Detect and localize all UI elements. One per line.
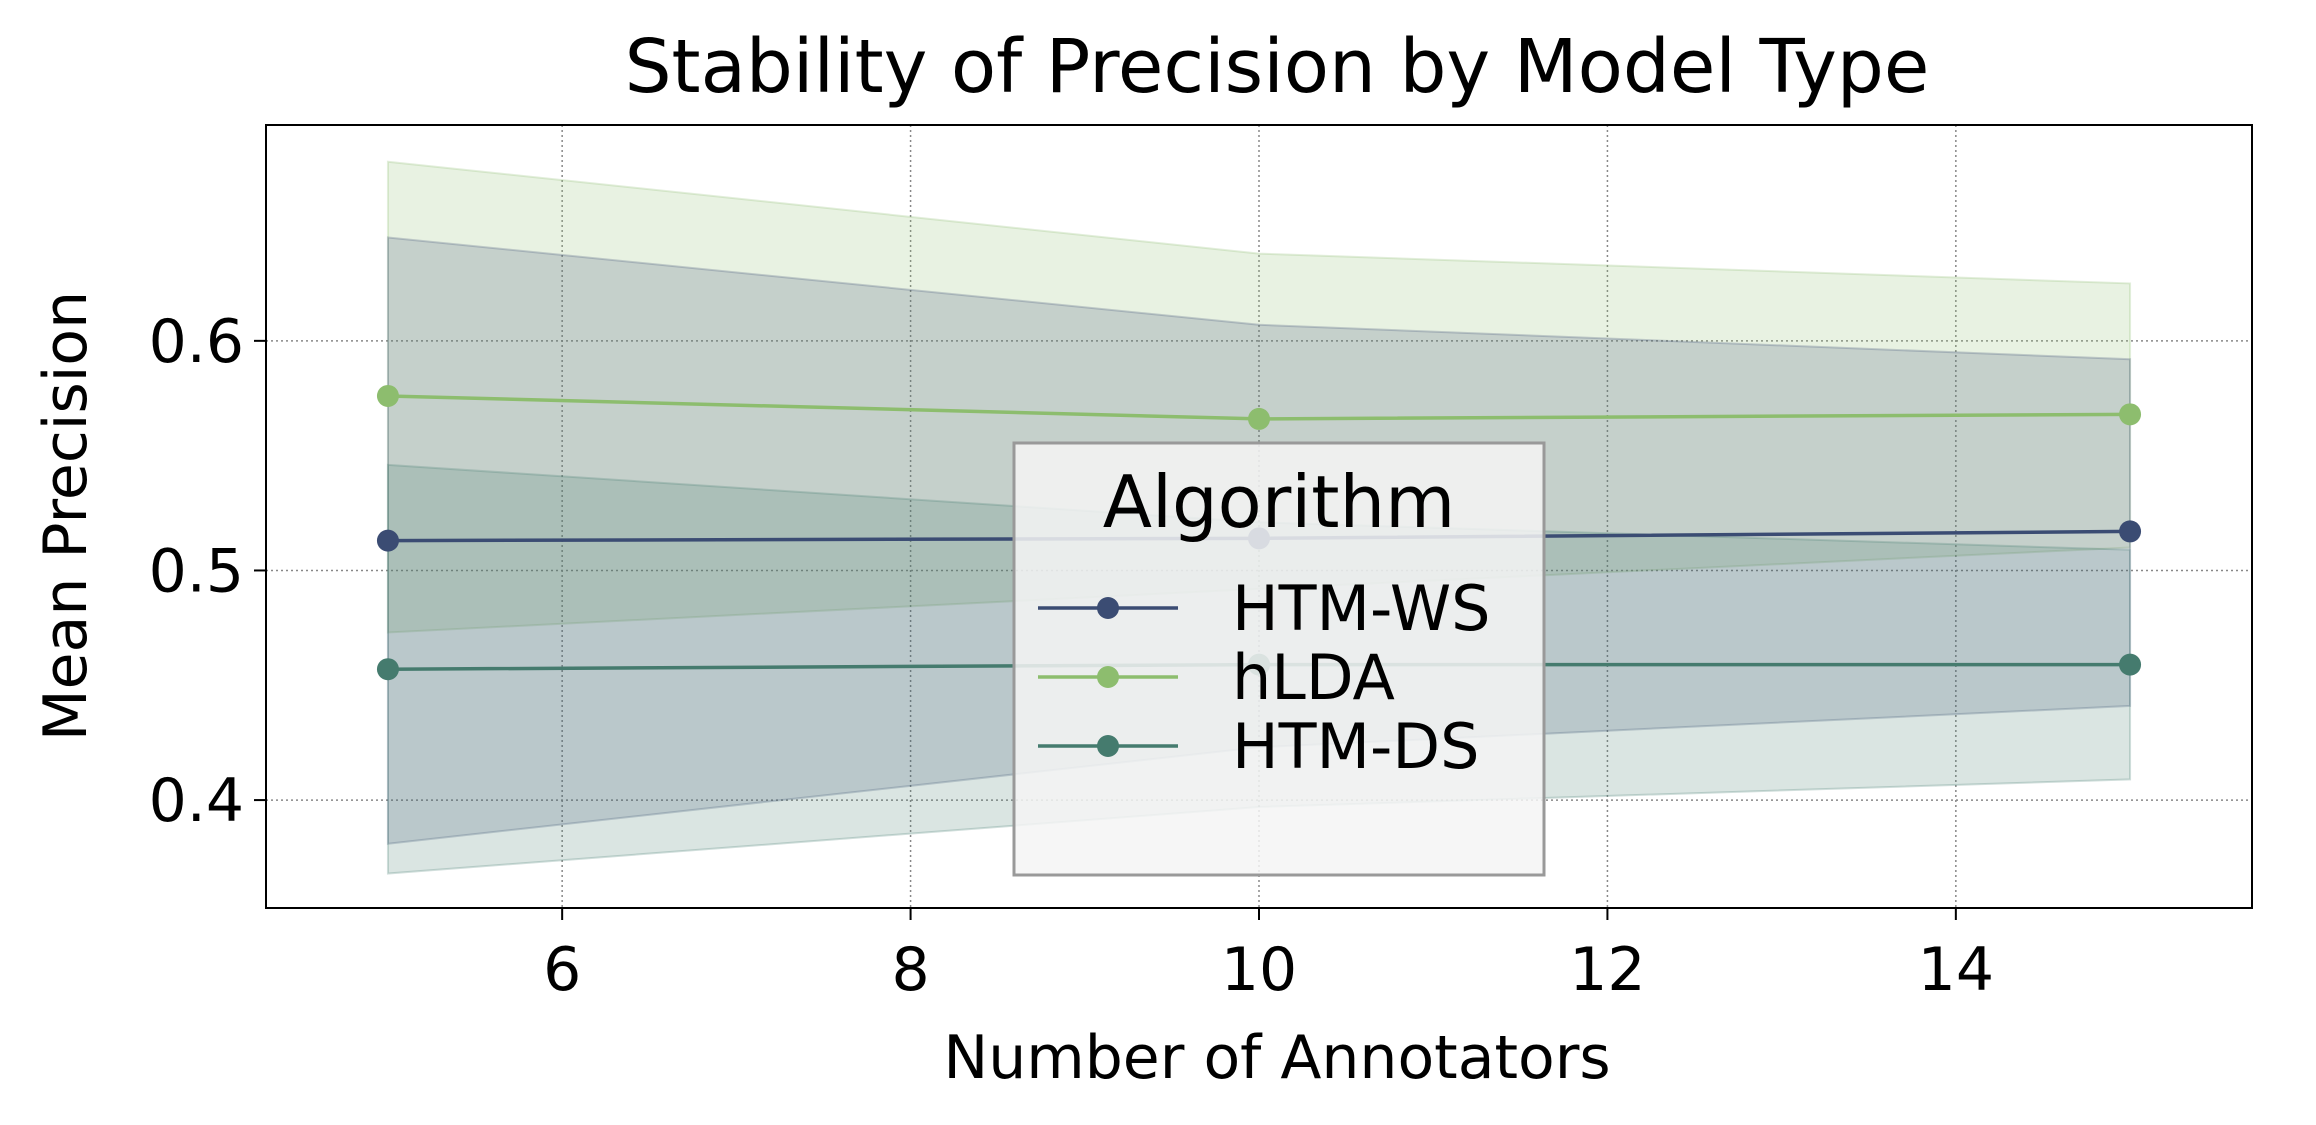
legend-marker-swatch [1097, 597, 1119, 619]
legend-title: Algorithm [1103, 460, 1456, 544]
legend-label: HTM-DS [1232, 710, 1479, 783]
y-tick-label: 0.6 [149, 307, 244, 377]
y-tick-label: 0.4 [149, 766, 244, 836]
x-tick-label: 8 [891, 935, 929, 1005]
y-tick-label: 0.5 [149, 536, 244, 606]
legend-box [1012, 441, 1546, 877]
x-tick-label: 10 [1221, 935, 1297, 1005]
legend-item-htm-ds: HTM-DS [1038, 710, 1479, 783]
data-point-hlda [2119, 403, 2142, 426]
data-point-hlda [376, 384, 399, 407]
data-point-htm-ds [2119, 653, 2142, 676]
x-tick-label: 12 [1569, 935, 1645, 1005]
data-point-htm-ds [376, 658, 399, 681]
axis-ticks: 6 8 10 12 14 0.4 0.5 0.6 [149, 307, 1994, 1005]
legend-item-htm-ws: HTM-WS [1038, 572, 1491, 645]
legend-marker-swatch [1097, 735, 1119, 757]
x-tick-label: 14 [1918, 935, 1994, 1005]
legend-marker-swatch [1097, 666, 1119, 688]
x-axis-title: Number of Annotators [943, 1023, 1610, 1093]
legend-item-hlda: hLDA [1038, 641, 1395, 714]
x-tick-label: 6 [543, 935, 581, 1005]
legend-label: hLDA [1232, 641, 1395, 714]
legend-label: HTM-WS [1232, 572, 1491, 645]
data-point-hlda [1248, 407, 1270, 430]
data-point-htm-ws [2119, 520, 2142, 543]
grid [266, 125, 2252, 908]
data-point-htm-ws [376, 529, 399, 552]
chart-title: Stability of Precision by Model Type [625, 24, 1930, 110]
y-axis-title: Mean Precision [31, 291, 101, 741]
confidence-band-hlda [386, 160, 2132, 634]
